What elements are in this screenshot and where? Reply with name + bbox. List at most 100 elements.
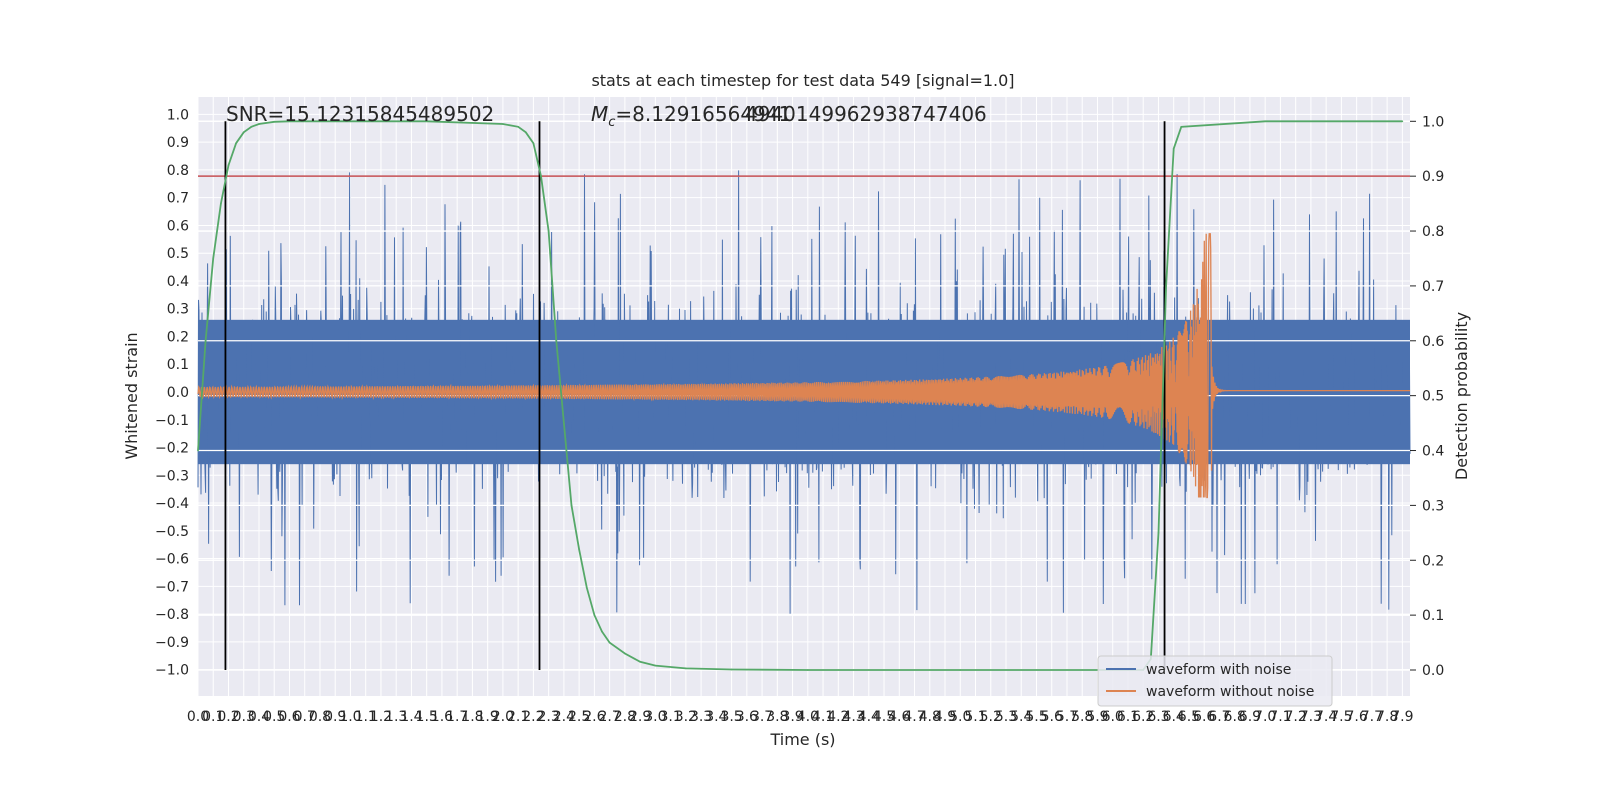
x-tick-label: 0.0 (187, 709, 209, 725)
y-tick-label: −1.0 (155, 663, 189, 679)
x-tick-label: 4.9 (934, 709, 956, 725)
x-tick-label: 4.0 (797, 709, 819, 725)
x-tick-label: 1.9 (477, 709, 499, 725)
x-tick-label: 5.3 (995, 709, 1017, 725)
detection-point (227, 164, 230, 166)
x-tick-label: 1.3 (385, 709, 407, 725)
detection-point (425, 120, 428, 123)
x-ticks: 0.00.10.20.30.40.50.60.70.80.91.01.11.21… (187, 709, 1414, 725)
y-tick-label: −0.9 (155, 635, 189, 651)
y-tick-label: −0.3 (155, 468, 189, 484)
x-tick-label: 7.7 (1361, 709, 1383, 725)
x-tick-label: 0.4 (248, 709, 270, 725)
detection-point (585, 586, 588, 589)
detection-point (319, 120, 321, 123)
x-tick-label: 6.6 (1193, 709, 1215, 725)
detection-point (197, 449, 199, 452)
detection-point (288, 120, 291, 123)
x-tick-label: 6.8 (1224, 709, 1246, 725)
x-tick-label: 6.5 (1178, 709, 1200, 725)
y-tick-label: 0.8 (167, 163, 189, 179)
x-tick-label: 7.2 (1285, 709, 1307, 725)
detection-point (601, 630, 603, 633)
y-tick-label: −0.7 (155, 579, 189, 595)
legend-label-clean: waveform without noise (1146, 684, 1314, 700)
detection-point (1180, 125, 1183, 128)
y-tick-label: −0.2 (155, 441, 189, 457)
x-tick-label: 3.1 (659, 709, 681, 725)
y-tick-label: −0.5 (155, 524, 189, 540)
legend-label-noise: waveform with noise (1146, 662, 1291, 678)
y-axis-label: Whitened strain (122, 332, 141, 459)
detection-point (502, 123, 504, 125)
detection-point (685, 667, 687, 670)
y-tick-label: −0.8 (155, 607, 189, 623)
x-tick-label: 2.1 (507, 709, 529, 725)
y-tick-label: 0.6 (167, 218, 189, 234)
x-tick-label: 1.0 (339, 709, 361, 725)
right-y-tick-label: 0.9 (1422, 169, 1444, 185)
x-tick-label: 2.5 (568, 709, 590, 725)
x-tick-label: 6.2 (1132, 709, 1154, 725)
x-tick-label: 6.3 (1147, 709, 1169, 725)
detection-point (204, 339, 207, 342)
y-tick-label: 0.7 (167, 191, 189, 207)
detection-point (654, 664, 657, 667)
x-tick-label: 7.4 (1315, 709, 1337, 725)
x-tick-label: 7.8 (1376, 709, 1398, 725)
x-tick-label: 6.4 (1163, 709, 1185, 725)
detection-point (258, 123, 260, 125)
x-tick-label: 5.6 (1041, 709, 1063, 725)
detection-point (524, 131, 527, 134)
detection-point (532, 142, 535, 145)
x-tick-label: 0.1 (202, 709, 224, 725)
x-tick-label: 0.6 (278, 709, 300, 725)
detection-point (578, 548, 580, 551)
detection-point (235, 142, 237, 145)
x-tick-label: 5.1 (964, 709, 986, 725)
y-tick-label: 1.0 (167, 107, 189, 123)
x-tick-label: 3.8 (766, 709, 788, 725)
snr-annotation: SNR=15.12315845489502 (226, 102, 494, 126)
y-tick-label: −0.4 (155, 496, 189, 512)
x-tick-label: 5.9 (1086, 709, 1108, 725)
detection-point (624, 652, 626, 655)
x-tick-label: 3.9 (781, 709, 803, 725)
right-y-tick-label: 0.3 (1422, 498, 1444, 514)
x-tick-label: 0.3 (233, 709, 255, 725)
y-tick-label: 0.4 (167, 274, 189, 290)
x-tick-label: 0.7 (294, 709, 316, 725)
right-y-tick-label: 0.1 (1422, 608, 1444, 624)
x-tick-label: 4.3 (842, 709, 864, 725)
right-y-tick-label: 0.7 (1422, 279, 1444, 295)
x-tick-label: 3.3 (690, 709, 712, 725)
x-tick-label: 6.1 (1117, 709, 1139, 725)
detection-point (959, 669, 962, 671)
x-tick-label: 7.1 (1269, 709, 1291, 725)
detection-point (570, 504, 573, 507)
x-tick-label: 6.7 (1208, 709, 1230, 725)
x-tick-label: 7.3 (1300, 709, 1322, 725)
detection-point (547, 230, 550, 232)
x-tick-label: 2.2 (522, 709, 544, 725)
left-y-ticks: 1.0 0.9 0.8 0.7 0.6 0.5 0.4 0.3 0.2 0.1 0.0 −0.1 −0.… (155, 107, 189, 678)
x-tick-label: 3.5 (720, 709, 742, 725)
x-axis-label: Time (s) (769, 730, 835, 749)
x-tick-label: 2.7 (598, 709, 620, 725)
x-tick-label: 1.1 (355, 709, 377, 725)
x-tick-label: 5.8 (1071, 709, 1093, 725)
x-tick-label: 4.4 (858, 709, 880, 725)
mc-overlap-annotation: 4940149962938747406 (745, 102, 987, 126)
right-y-tick-label: 0.4 (1422, 444, 1444, 460)
mc-value: =8.12916564941 (615, 102, 791, 126)
right-y-axis-label: Detection probability (1452, 312, 1471, 480)
x-tick-label: 3.4 (705, 709, 727, 725)
x-tick-label: 7.5 (1330, 709, 1352, 725)
x-tick-label: 7.0 (1254, 709, 1276, 725)
y-tick-label: −0.6 (155, 552, 189, 568)
x-tick-label: 0.8 (309, 709, 331, 725)
detection-point (242, 131, 245, 134)
x-tick-label: 5.7 (1056, 709, 1078, 725)
x-tick-label: 1.8 (461, 709, 483, 725)
right-y-tick-label: 0.6 (1422, 334, 1444, 350)
